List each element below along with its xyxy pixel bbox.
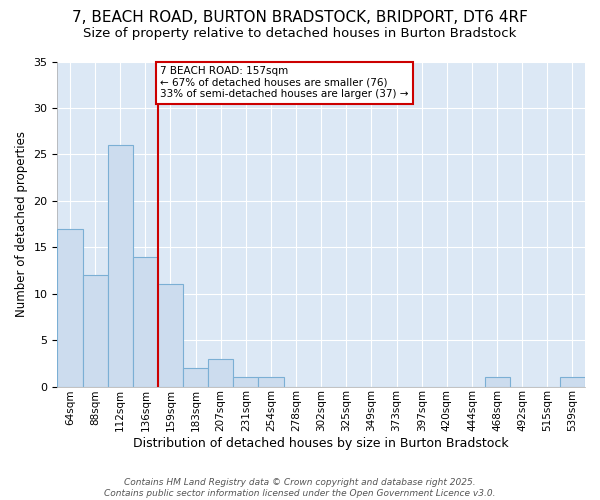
Text: 7 BEACH ROAD: 157sqm
← 67% of detached houses are smaller (76)
33% of semi-detac: 7 BEACH ROAD: 157sqm ← 67% of detached h… [160,66,409,100]
X-axis label: Distribution of detached houses by size in Burton Bradstock: Distribution of detached houses by size … [133,437,509,450]
Bar [259,378,284,386]
Bar [83,275,107,386]
Text: 7, BEACH ROAD, BURTON BRADSTOCK, BRIDPORT, DT6 4RF: 7, BEACH ROAD, BURTON BRADSTOCK, BRIDPOR… [72,10,528,25]
Bar [58,228,83,386]
Bar [560,378,585,386]
Bar [158,284,183,386]
Text: Size of property relative to detached houses in Burton Bradstock: Size of property relative to detached ho… [83,28,517,40]
Bar [133,256,158,386]
Bar [183,368,208,386]
Bar [233,378,259,386]
Bar [485,378,509,386]
Y-axis label: Number of detached properties: Number of detached properties [15,131,28,317]
Bar [208,358,233,386]
Bar [107,145,133,386]
Text: Contains HM Land Registry data © Crown copyright and database right 2025.
Contai: Contains HM Land Registry data © Crown c… [104,478,496,498]
